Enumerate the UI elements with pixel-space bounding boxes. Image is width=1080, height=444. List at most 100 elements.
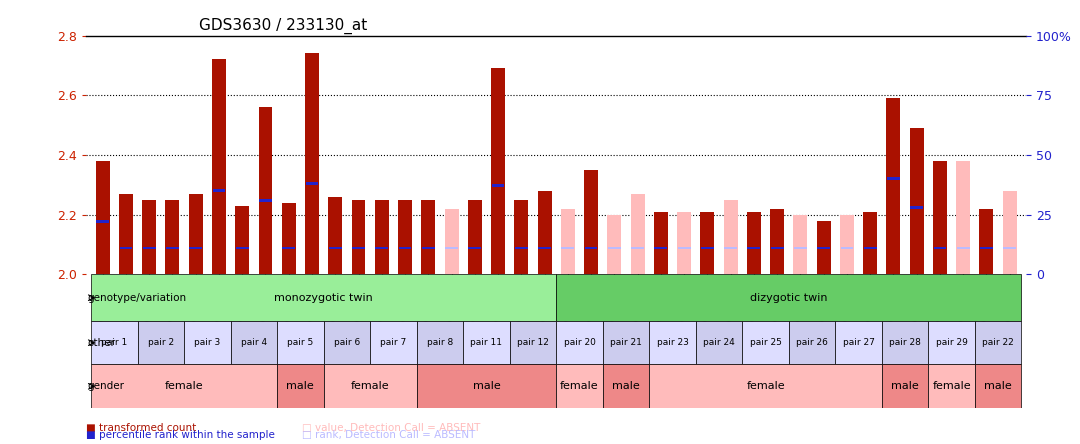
Bar: [818, 246, 831, 250]
Text: □ value, Detection Call = ABSENT: □ value, Detection Call = ABSENT: [302, 423, 481, 433]
FancyBboxPatch shape: [556, 274, 1022, 321]
Bar: [212, 59, 226, 274]
Bar: [701, 211, 714, 274]
FancyBboxPatch shape: [417, 321, 463, 364]
Bar: [863, 211, 877, 274]
Text: genotype/variation: genotype/variation: [87, 293, 187, 303]
Bar: [399, 200, 411, 274]
Bar: [422, 246, 434, 250]
FancyBboxPatch shape: [91, 364, 278, 408]
Bar: [445, 209, 459, 274]
FancyBboxPatch shape: [929, 321, 975, 364]
Text: pair 26: pair 26: [796, 338, 828, 347]
FancyBboxPatch shape: [278, 364, 324, 408]
Bar: [538, 246, 551, 250]
FancyBboxPatch shape: [463, 321, 510, 364]
Text: female: female: [746, 381, 785, 391]
Bar: [165, 200, 179, 274]
Bar: [864, 246, 877, 250]
Text: female: female: [351, 381, 390, 391]
FancyBboxPatch shape: [881, 321, 929, 364]
Bar: [282, 246, 295, 250]
Text: pair 1: pair 1: [102, 338, 127, 347]
Text: pair 28: pair 28: [889, 338, 921, 347]
Text: male: male: [612, 381, 639, 391]
Bar: [143, 246, 156, 250]
FancyBboxPatch shape: [929, 364, 975, 408]
Bar: [351, 200, 365, 274]
FancyBboxPatch shape: [417, 364, 556, 408]
Text: male: male: [891, 381, 919, 391]
Text: pair 11: pair 11: [471, 338, 502, 347]
Text: female: female: [561, 381, 598, 391]
Bar: [189, 246, 202, 250]
Bar: [678, 246, 690, 250]
FancyBboxPatch shape: [649, 321, 696, 364]
Bar: [445, 246, 458, 250]
FancyBboxPatch shape: [91, 274, 556, 321]
Text: pair 8: pair 8: [427, 338, 453, 347]
Bar: [608, 246, 621, 250]
Bar: [375, 200, 389, 274]
FancyBboxPatch shape: [975, 321, 1022, 364]
Bar: [701, 246, 714, 250]
Text: dizygotic twin: dizygotic twin: [750, 293, 827, 303]
Bar: [771, 246, 784, 250]
Bar: [562, 246, 575, 250]
Text: male: male: [286, 381, 314, 391]
FancyBboxPatch shape: [975, 364, 1022, 408]
Bar: [887, 177, 900, 180]
Bar: [143, 200, 157, 274]
Bar: [235, 206, 249, 274]
Bar: [909, 128, 923, 274]
Bar: [166, 246, 179, 250]
Text: pair 21: pair 21: [610, 338, 642, 347]
Text: other: other: [87, 338, 116, 348]
Bar: [654, 246, 667, 250]
Bar: [491, 68, 505, 274]
FancyBboxPatch shape: [324, 364, 417, 408]
Text: female: female: [932, 381, 971, 391]
Bar: [933, 246, 946, 250]
Bar: [631, 246, 644, 250]
FancyBboxPatch shape: [510, 321, 556, 364]
FancyBboxPatch shape: [370, 321, 417, 364]
Bar: [328, 197, 342, 274]
Bar: [468, 200, 482, 274]
Bar: [120, 246, 133, 250]
Text: □ rank, Detection Call = ABSENT: □ rank, Detection Call = ABSENT: [302, 429, 476, 440]
Bar: [282, 202, 296, 274]
Text: pair 5: pair 5: [287, 338, 313, 347]
Bar: [399, 246, 411, 250]
Text: pair 23: pair 23: [657, 338, 688, 347]
FancyBboxPatch shape: [278, 321, 324, 364]
Text: pair 12: pair 12: [517, 338, 549, 347]
Bar: [421, 200, 435, 274]
FancyBboxPatch shape: [696, 321, 742, 364]
Text: pair 20: pair 20: [564, 338, 595, 347]
Text: pair 29: pair 29: [935, 338, 968, 347]
Bar: [514, 200, 528, 274]
FancyBboxPatch shape: [556, 321, 603, 364]
Bar: [189, 194, 203, 274]
FancyBboxPatch shape: [603, 364, 649, 408]
Bar: [980, 209, 994, 274]
Text: ■ transformed count: ■ transformed count: [86, 423, 197, 433]
FancyBboxPatch shape: [91, 321, 137, 364]
Bar: [980, 246, 993, 250]
Bar: [725, 246, 737, 250]
FancyBboxPatch shape: [184, 321, 231, 364]
Text: female: female: [165, 381, 203, 391]
Bar: [747, 211, 761, 274]
FancyBboxPatch shape: [835, 321, 881, 364]
Text: ■ percentile rank within the sample: ■ percentile rank within the sample: [86, 429, 275, 440]
Bar: [887, 98, 901, 274]
Bar: [235, 246, 248, 250]
Bar: [213, 189, 226, 192]
Bar: [840, 246, 853, 250]
FancyBboxPatch shape: [649, 364, 881, 408]
Text: pair 6: pair 6: [334, 338, 360, 347]
Bar: [376, 246, 388, 250]
Text: male: male: [473, 381, 500, 391]
Bar: [584, 170, 598, 274]
